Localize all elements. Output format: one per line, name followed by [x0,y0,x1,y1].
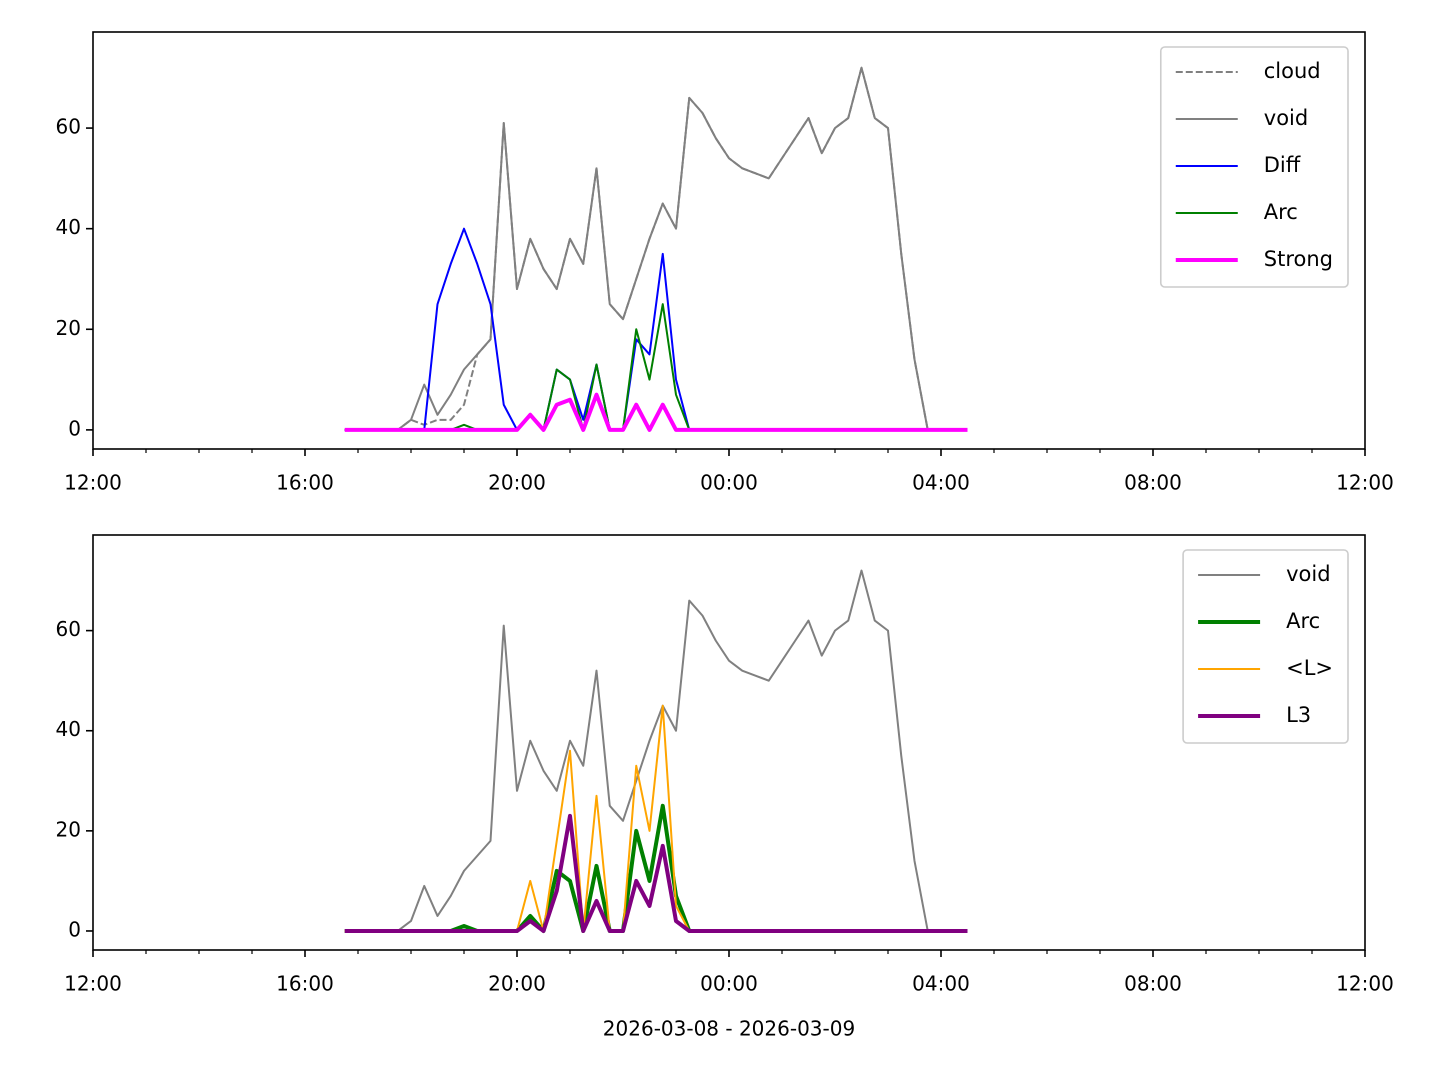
x-tick-label: 20:00 [488,471,546,495]
series-line [344,392,968,432]
x-tick-label: 00:00 [700,471,758,495]
x-tick-label: 20:00 [488,972,546,996]
legend-label: Arc [1286,609,1320,633]
x-tick-label: 16:00 [276,972,334,996]
legend-label: L3 [1286,703,1311,727]
legend: void Arc <L> L3 [1182,549,1349,744]
y-tick-label: 20 [56,817,81,841]
series-line [344,569,968,932]
series-line [344,813,968,933]
legend-label: Strong [1264,247,1333,271]
axes-frame [92,534,1366,951]
legend-label: <L> [1286,656,1333,680]
legend-label: Arc [1264,200,1298,224]
x-tick-label: 12:00 [1336,972,1394,996]
x-tick-label: 04:00 [912,471,970,495]
x-tick-label: 12:00 [64,972,122,996]
y-tick-label: 60 [56,115,81,139]
series-line [344,227,968,431]
x-tick-label: 16:00 [276,471,334,495]
y-tick-label: 0 [68,917,81,941]
legend-label: void [1264,106,1308,130]
y-tick-label: 20 [56,316,81,340]
legend-frame [1182,549,1349,744]
x-tick-label: 08:00 [1124,972,1182,996]
x-tick-label: 00:00 [700,972,758,996]
series-line [344,66,968,431]
legend-frame [1159,46,1349,288]
x-tick-label: 12:00 [1336,471,1394,495]
x-tick-label: 08:00 [1124,471,1182,495]
subplot: 12:00 16:00 20:00 00:00 04:00 08:00 12:00 0 20 40… [56,534,1394,1041]
y-tick-label: 60 [56,617,81,641]
y-tick-label: 0 [68,416,81,440]
legend-label: Diff [1264,153,1301,177]
series-line [344,303,968,431]
y-tick-label: 40 [56,717,81,741]
legend: cloud void Diff Arc Strong [1159,46,1349,288]
y-tick-label: 40 [56,215,81,239]
x-tick-label: 04:00 [912,972,970,996]
axes-frame [92,31,1366,450]
series-line [344,66,968,431]
subplot: 12:00 16:00 20:00 00:00 04:00 08:00 12:00 0 20 40… [56,31,1394,495]
series-line [344,704,968,932]
x-tick-label: 12:00 [64,471,122,495]
x-axis-label: 2026-03-08 - 2026-03-09 [603,1017,855,1041]
legend-label: cloud [1264,59,1321,83]
legend-label: void [1286,562,1330,586]
